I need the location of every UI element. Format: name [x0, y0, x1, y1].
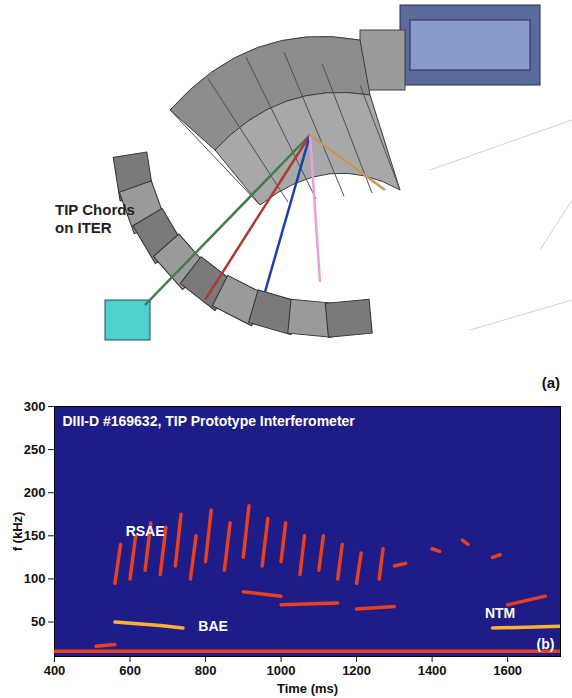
svg-text:1400: 1400: [418, 663, 447, 678]
svg-text:TIP Chordson ITER: TIP Chordson ITER: [55, 201, 135, 236]
svg-text:800: 800: [195, 663, 217, 678]
svg-text:200: 200: [24, 485, 46, 500]
svg-text:300: 300: [24, 399, 46, 414]
svg-text:(b): (b): [537, 636, 555, 652]
svg-text:600: 600: [119, 663, 141, 678]
svg-text:DIII-D #169632, TIP Prototype: DIII-D #169632, TIP Prototype Interferom…: [63, 413, 356, 429]
svg-text:100: 100: [24, 571, 46, 586]
svg-text:250: 250: [24, 442, 46, 457]
svg-text:NTM: NTM: [485, 605, 515, 621]
svg-text:1000: 1000: [267, 663, 296, 678]
svg-text:150: 150: [24, 528, 46, 543]
svg-text:RSAE: RSAE: [126, 523, 165, 539]
svg-text:(a): (a): [542, 374, 560, 391]
svg-text:50: 50: [31, 614, 45, 629]
svg-text:400: 400: [44, 663, 66, 678]
svg-text:1600: 1600: [493, 663, 522, 678]
svg-text:Time (ms): Time (ms): [277, 681, 338, 696]
svg-text:1200: 1200: [342, 663, 371, 678]
svg-text:BAE: BAE: [198, 618, 228, 634]
svg-text:f (kHz): f (kHz): [10, 512, 25, 552]
